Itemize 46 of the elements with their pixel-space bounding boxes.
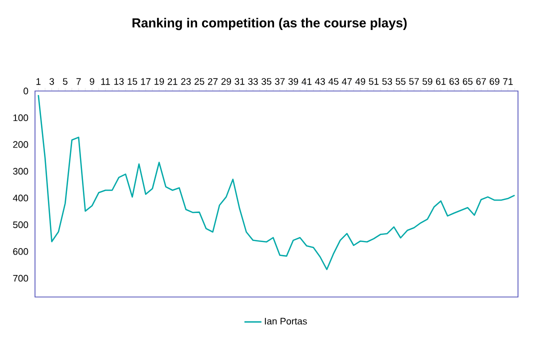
x-tick-label: 53 <box>382 78 392 85</box>
x-tick-label: 45 <box>328 78 338 85</box>
y-tick-label: 0 <box>24 88 28 94</box>
x-tick-label: 65 <box>462 78 473 85</box>
x-tick-label: 47 <box>342 78 352 85</box>
legend-label: Ian Portas <box>264 318 307 325</box>
x-tick-label: 39 <box>288 78 298 85</box>
x-tick-label: 37 <box>274 78 285 85</box>
x-tick-label: 41 <box>302 78 312 85</box>
x-tick-label: 35 <box>262 78 272 85</box>
x-tick-label: 51 <box>368 78 379 85</box>
x-tick-label: 25 <box>194 78 204 85</box>
x-tick-label: 59 <box>422 78 432 85</box>
x-tick-label: 67 <box>476 78 486 85</box>
x-tick-label: 61 <box>436 78 446 85</box>
y-tick-label: 700 <box>13 274 28 282</box>
x-tick-label: 3 <box>50 78 54 85</box>
x-tick-label: 71 <box>503 78 513 85</box>
x-tick-label: 23 <box>181 78 191 85</box>
x-tick-label: 33 <box>248 78 258 85</box>
x-tick-label: 29 <box>221 78 231 85</box>
x-tick-label: 1 <box>36 78 41 85</box>
chart-title: Ranking in competition (as the course plays) <box>132 18 407 30</box>
x-tick-label: 63 <box>449 78 460 85</box>
x-tick-label: 31 <box>234 78 244 85</box>
x-tick-label: 13 <box>114 78 124 85</box>
x-tick-label: 21 <box>168 78 178 85</box>
x-tick-label: 5 <box>62 78 68 85</box>
x-tick-label: 57 <box>409 78 419 85</box>
x-tick-label: 27 <box>208 78 218 85</box>
y-tick-label: 200 <box>13 141 28 148</box>
y-tick-label: 600 <box>13 248 28 255</box>
y-tick-label: 500 <box>13 221 28 228</box>
x-tick-label: 69 <box>490 78 500 85</box>
x-tick-label: 55 <box>396 78 406 85</box>
x-tick-label: 19 <box>154 78 164 85</box>
y-tick-label: 400 <box>12 194 28 202</box>
x-tick-label: 17 <box>141 78 150 85</box>
x-tick-label: 7 <box>76 78 81 85</box>
x-tick-label: 49 <box>355 78 366 85</box>
x-tick-label: 9 <box>90 78 94 85</box>
x-tick-label: 43 <box>315 78 325 85</box>
y-tick-label: 100 <box>13 114 28 122</box>
x-tick-label: 15 <box>128 78 138 85</box>
x-tick-label: 11 <box>101 78 110 85</box>
y-tick-label: 300 <box>13 168 28 175</box>
